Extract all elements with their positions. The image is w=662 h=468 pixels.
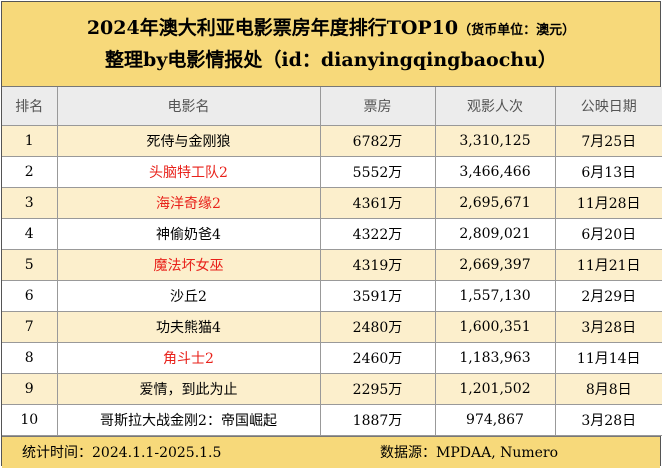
cell-rank: 1 [2, 124, 58, 157]
cell-box-office: 2480万 [319, 310, 436, 343]
header: 2024年澳大利亚电影票房年度排行TOP10（货币单位：澳元） 整理by电影情报… [2, 2, 660, 87]
column-header-rank: 排名 [2, 87, 58, 126]
cell-box-office: 4322万 [319, 217, 436, 250]
table-body: 1 死侍与金刚狼 6782万 3,310,125 7月25日 2 头脑特工队2 5552万 3,… [2, 124, 662, 436]
data-source: 数据源：MPDAA, Numero [380, 445, 559, 461]
table-row: 3 海洋奇缘2 4361万 2,695,671 11月28日 [2, 186, 662, 219]
cell-title: 爱情，到此为止 [56, 372, 321, 405]
cell-rank: 10 [2, 403, 58, 436]
cell-admissions: 974,867 [434, 403, 556, 436]
page-subtitle: 整理by电影情报处（id：dianyingqingbaochu） [105, 48, 557, 71]
cell-box-office: 5552万 [319, 155, 436, 188]
cell-rank: 5 [2, 248, 58, 281]
cell-admissions: 3,310,125 [434, 124, 556, 157]
page-title: 2024年澳大利亚电影票房年度排行TOP10（货币单位：澳元） [87, 14, 575, 45]
cell-title: 海洋奇缘2 [56, 186, 321, 219]
cell-box-office: 1887万 [319, 403, 436, 436]
cell-release-date: 7月25日 [554, 124, 662, 157]
cell-title: 角斗士2 [56, 341, 321, 374]
cell-admissions: 2,809,021 [434, 217, 556, 250]
cell-rank: 9 [2, 372, 58, 405]
table-row: 4 神偷奶爸4 4322万 2,809,021 6月20日 [2, 217, 662, 250]
cell-box-office: 2295万 [319, 372, 436, 405]
cell-release-date: 2月29日 [554, 279, 662, 312]
cell-box-office: 6782万 [319, 124, 436, 157]
cell-release-date: 3月28日 [554, 403, 662, 436]
cell-title: 哥斯拉大战金刚2：帝国崛起 [56, 403, 321, 436]
cell-title: 头脑特工队2 [56, 155, 321, 188]
table-row: 1 死侍与金刚狼 6782万 3,310,125 7月25日 [2, 124, 662, 157]
cell-release-date: 11月28日 [554, 186, 662, 219]
cell-admissions: 1,201,502 [434, 372, 556, 405]
cell-release-date: 3月28日 [554, 310, 662, 343]
cell-title: 功夫熊猫4 [56, 310, 321, 343]
cell-admissions: 1,183,963 [434, 341, 556, 374]
column-header-release-date: 公映日期 [554, 87, 662, 126]
cell-rank: 3 [2, 186, 58, 219]
cell-box-office: 4361万 [319, 186, 436, 219]
cell-release-date: 6月13日 [554, 155, 662, 188]
cell-title: 沙丘2 [56, 279, 321, 312]
statistics-period: 统计时间：2024.1.1-2025.1.5 [22, 445, 222, 461]
table-row: 9 爱情，到此为止 2295万 1,201,502 8月8日 [2, 372, 662, 405]
footer: 统计时间：2024.1.1-2025.1.5 数据源：MPDAA, Numero [2, 435, 660, 468]
table-header-row: 排名 电影名 票房 观影人次 公映日期 [2, 87, 662, 126]
cell-title: 死侍与金刚狼 [56, 124, 321, 157]
cell-box-office: 2460万 [319, 341, 436, 374]
cell-release-date: 11月14日 [554, 341, 662, 374]
cell-admissions: 2,695,671 [434, 186, 556, 219]
cell-title: 魔法坏女巫 [56, 248, 321, 281]
currency-unit-note: （货币单位：澳元） [458, 22, 576, 38]
table-row: 10 哥斯拉大战金刚2：帝国崛起 1887万 974,867 3月28日 [2, 403, 662, 436]
column-header-box-office: 票房 [319, 87, 436, 126]
cell-rank: 4 [2, 217, 58, 250]
cell-release-date: 6月20日 [554, 217, 662, 250]
cell-release-date: 8月8日 [554, 372, 662, 405]
cell-rank: 8 [2, 341, 58, 374]
cell-admissions: 1,600,351 [434, 310, 556, 343]
cell-rank: 6 [2, 279, 58, 312]
column-header-admissions: 观影人次 [434, 87, 556, 126]
cell-admissions: 1,557,130 [434, 279, 556, 312]
cell-box-office: 4319万 [319, 248, 436, 281]
table-row: 5 魔法坏女巫 4319万 2,669,397 11月21日 [2, 248, 662, 281]
cell-release-date: 11月21日 [554, 248, 662, 281]
column-header-title: 电影名 [56, 87, 321, 126]
title-text: 2024年澳大利亚电影票房年度排行TOP10 [86, 16, 459, 39]
table-row: 2 头脑特工队2 5552万 3,466,466 6月13日 [2, 155, 662, 188]
box-office-table: 排名 电影名 票房 观影人次 公映日期 1 死侍与金刚狼 6782万 3,310,12… [2, 87, 662, 436]
cell-box-office: 3591万 [319, 279, 436, 312]
table-row: 7 功夫熊猫4 2480万 1,600,351 3月28日 [2, 310, 662, 343]
cell-admissions: 2,669,397 [434, 248, 556, 281]
table-row: 8 角斗士2 2460万 1,183,963 11月14日 [2, 341, 662, 374]
cell-admissions: 3,466,466 [434, 155, 556, 188]
cell-rank: 7 [2, 310, 58, 343]
cell-rank: 2 [2, 155, 58, 188]
table-row: 6 沙丘2 3591万 1,557,130 2月29日 [2, 279, 662, 312]
cell-title: 神偷奶爸4 [56, 217, 321, 250]
